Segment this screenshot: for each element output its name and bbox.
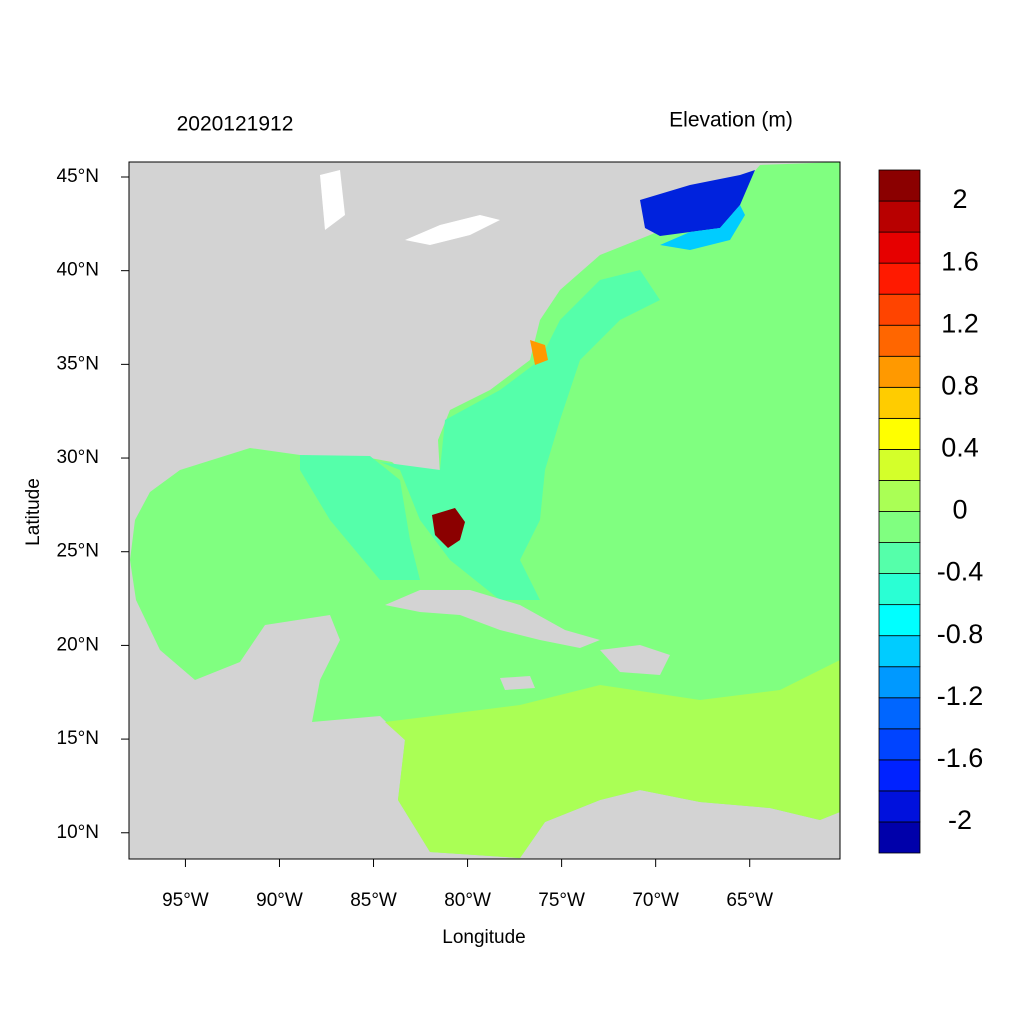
colorbar-box: [878, 790, 921, 823]
colorbar-box: [878, 355, 921, 388]
coastal-band: [300, 455, 420, 580]
x-axis-label: Longitude: [442, 927, 525, 948]
colorbar-box: [878, 262, 921, 295]
colorbar-label: 0: [952, 495, 967, 525]
colorbar-box: [878, 728, 921, 761]
x-tick-label: 70°W: [632, 890, 679, 911]
y-axis-label: Latitude: [23, 478, 44, 546]
nc-surge: [530, 340, 548, 365]
x-tick-label: 95°W: [162, 890, 209, 911]
x-tick-label: 85°W: [350, 890, 397, 911]
colorbar-label: -0.8: [937, 619, 984, 649]
colorbar-label: 1.6: [941, 246, 979, 276]
great-lakes: [405, 215, 500, 245]
colorbar-label: 0.8: [941, 370, 979, 400]
y-tick-label: 40°N: [57, 260, 99, 281]
y-tick-label: 30°N: [57, 447, 99, 468]
colorbar-box: [878, 200, 921, 233]
colorbar-box: [878, 604, 921, 637]
colorbar-box: [878, 666, 921, 699]
colorbar-box: [878, 759, 921, 792]
y-tick-label: 45°N: [57, 166, 99, 187]
great-lakes: [320, 170, 345, 230]
colorbar-box: [878, 480, 921, 512]
y-tick-label: 35°N: [57, 353, 99, 374]
map-area: [129, 162, 840, 859]
y-tick-label: 15°N: [57, 728, 99, 749]
y-tick-label: 20°N: [57, 634, 99, 655]
y-tick-label: 25°N: [57, 541, 99, 562]
colorbar-box: [878, 697, 921, 730]
colorbar-box: [878, 231, 921, 264]
colorbar-box: [878, 573, 921, 606]
gulf-of-maine-edge: [660, 205, 745, 250]
colorbar-box: [878, 386, 921, 419]
colorbar-label: -0.4: [937, 557, 984, 587]
x-tick-label: 75°W: [538, 890, 585, 911]
colorbar-label: 2: [952, 184, 967, 214]
colorbar-box: [878, 293, 921, 326]
colorbar-label: -1.2: [937, 681, 984, 711]
florida-surge: [432, 508, 465, 548]
cuba: [385, 590, 600, 648]
colorbar-label: -1.6: [937, 743, 984, 773]
colorbar-box: [878, 449, 921, 481]
colorbar-box: [878, 542, 921, 574]
y-tick-label: 10°N: [57, 822, 99, 843]
gulf-of-maine: [640, 170, 755, 236]
colorbar-box: [878, 417, 921, 450]
jamaica: [500, 676, 535, 690]
title: 2020121912: [177, 113, 294, 136]
colorbar-label: 1.2: [941, 308, 979, 338]
x-tick-label: 90°W: [256, 890, 303, 911]
colorbar-box: [878, 821, 921, 854]
caribbean-shelf: [385, 660, 840, 858]
colorbar-label: -2: [948, 805, 972, 835]
colorbar-box: [878, 511, 921, 543]
hispaniola: [600, 645, 670, 675]
subtitle: Elevation (m): [669, 109, 793, 132]
colorbar-box: [878, 324, 921, 357]
colorbar-box: [878, 169, 921, 202]
plot-frame: [128, 161, 841, 860]
x-tick-label: 80°W: [444, 890, 491, 911]
x-tick-label: 65°W: [726, 890, 773, 911]
colorbar-box: [878, 635, 921, 668]
colorbar-label: 0.4: [941, 433, 979, 463]
